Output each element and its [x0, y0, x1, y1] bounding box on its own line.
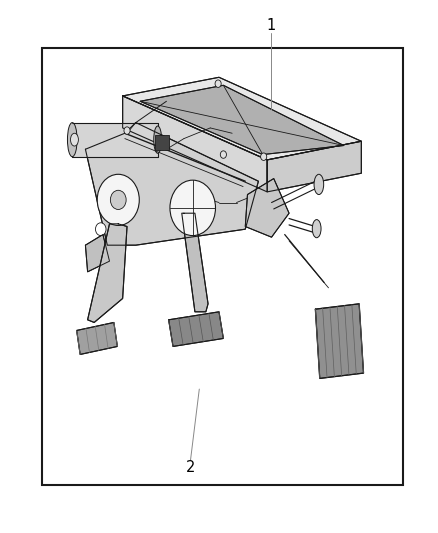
Polygon shape [85, 123, 258, 245]
Bar [155, 135, 169, 150]
Bar [72, 123, 158, 157]
Polygon shape [123, 77, 361, 160]
Polygon shape [182, 213, 208, 312]
Circle shape [261, 153, 267, 160]
Circle shape [110, 190, 126, 209]
Circle shape [97, 174, 139, 225]
Circle shape [124, 127, 130, 134]
Polygon shape [88, 224, 127, 322]
Polygon shape [169, 312, 223, 346]
Bar [42, 48, 403, 485]
Circle shape [215, 80, 221, 87]
Polygon shape [85, 235, 110, 272]
Ellipse shape [154, 126, 162, 154]
Circle shape [95, 223, 106, 236]
Polygon shape [267, 141, 361, 192]
Polygon shape [245, 179, 289, 237]
Polygon shape [123, 96, 267, 192]
Text: 2: 2 [186, 461, 195, 475]
Polygon shape [140, 85, 344, 155]
Ellipse shape [67, 123, 77, 157]
Circle shape [220, 151, 226, 158]
Ellipse shape [312, 220, 321, 238]
Polygon shape [315, 304, 364, 378]
Ellipse shape [71, 133, 78, 146]
Text: 1: 1 [266, 18, 276, 33]
Polygon shape [77, 322, 117, 354]
Ellipse shape [314, 174, 324, 195]
Circle shape [170, 180, 215, 236]
